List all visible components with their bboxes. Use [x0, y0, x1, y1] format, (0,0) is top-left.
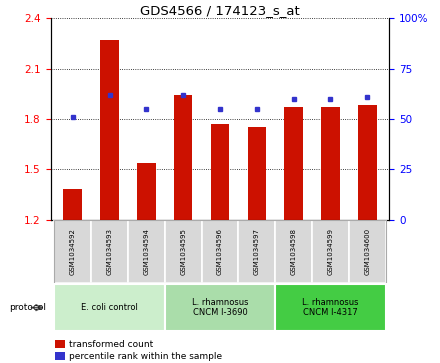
Bar — [238, 220, 275, 283]
Bar — [165, 220, 202, 283]
Text: GSM1034593: GSM1034593 — [106, 228, 113, 275]
Text: GSM1034595: GSM1034595 — [180, 228, 186, 275]
Bar — [358, 105, 377, 220]
Bar — [55, 352, 65, 360]
Text: GSM1034594: GSM1034594 — [143, 228, 149, 275]
Bar — [137, 163, 156, 220]
Bar — [174, 95, 192, 220]
Bar — [55, 340, 65, 348]
Bar — [165, 284, 275, 331]
Bar — [128, 220, 165, 283]
Bar — [54, 284, 165, 331]
Text: L. rhamnosus
CNCM I-3690: L. rhamnosus CNCM I-3690 — [192, 298, 248, 317]
Bar — [100, 40, 119, 220]
Text: GSM1034599: GSM1034599 — [327, 228, 334, 275]
Text: GSM1034592: GSM1034592 — [70, 228, 76, 275]
Bar — [211, 124, 229, 220]
Bar — [275, 284, 386, 331]
Bar — [63, 189, 82, 220]
Bar — [54, 220, 91, 283]
Text: GSM1034600: GSM1034600 — [364, 228, 370, 275]
Text: percentile rank within the sample: percentile rank within the sample — [69, 352, 222, 361]
Text: E. coli control: E. coli control — [81, 303, 138, 312]
Bar — [248, 127, 266, 220]
Bar — [284, 107, 303, 220]
Bar — [312, 220, 349, 283]
Text: GSM1034596: GSM1034596 — [217, 228, 223, 275]
Text: GSM1034598: GSM1034598 — [291, 228, 297, 275]
Bar — [321, 107, 340, 220]
Bar — [91, 220, 128, 283]
Bar — [202, 220, 238, 283]
Text: transformed count: transformed count — [69, 340, 153, 348]
Bar — [349, 220, 386, 283]
Bar — [275, 220, 312, 283]
Text: GSM1034597: GSM1034597 — [254, 228, 260, 275]
Text: L. rhamnosus
CNCM I-4317: L. rhamnosus CNCM I-4317 — [302, 298, 359, 317]
Title: GDS4566 / 174123_s_at: GDS4566 / 174123_s_at — [140, 4, 300, 17]
Text: protocol: protocol — [9, 303, 46, 312]
